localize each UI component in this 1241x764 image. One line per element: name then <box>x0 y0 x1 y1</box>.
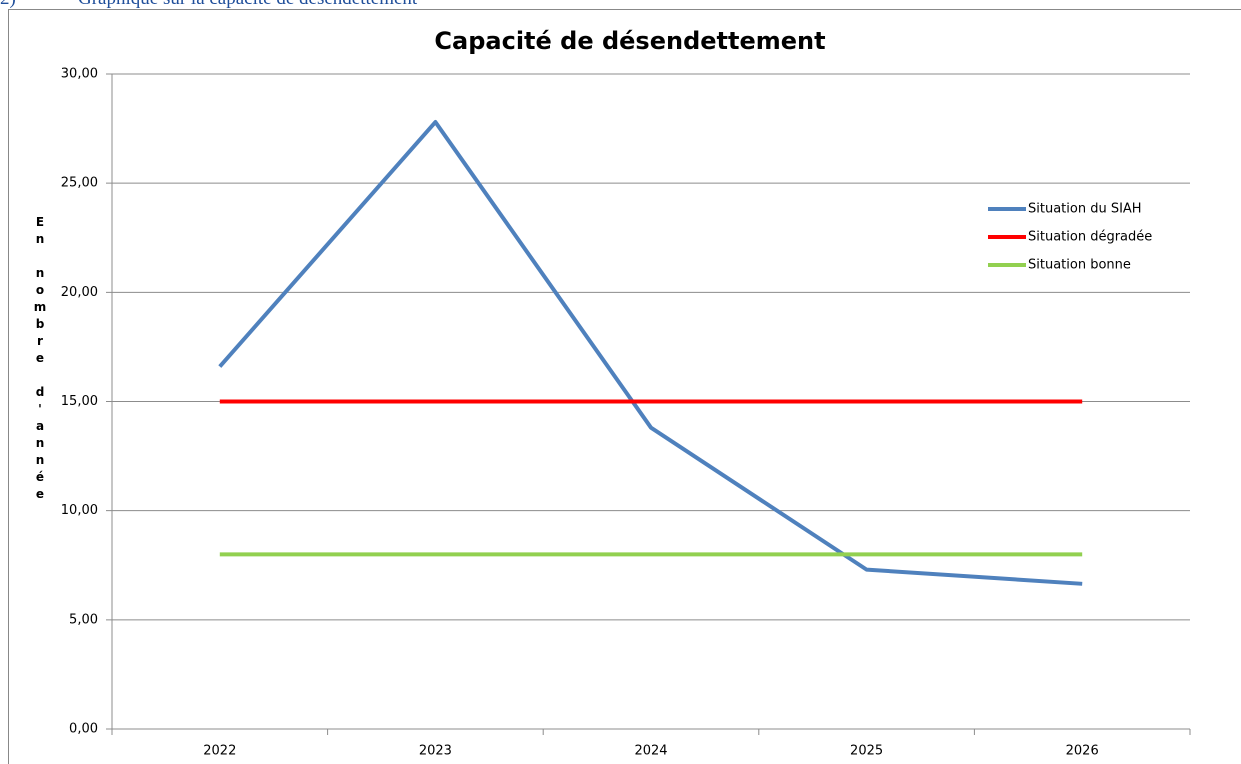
chart-frame <box>8 9 1241 764</box>
x-tick-label: 2025 <box>850 744 883 759</box>
heading-text: Graphique sur la capacité de désendettem… <box>78 0 418 9</box>
x-tick-label: 2023 <box>419 744 452 759</box>
legend-label: Situation bonne <box>1028 258 1131 273</box>
y-tick-label: 15,00 <box>61 394 98 409</box>
y-axis-label: En nombre d'année <box>33 215 47 504</box>
x-tick-label: 2022 <box>203 744 236 759</box>
y-tick-label: 0,00 <box>69 722 98 737</box>
y-tick-label: 30,00 <box>61 67 98 82</box>
heading-number: 2) <box>0 0 16 9</box>
legend-label: Situation dégradée <box>1028 230 1152 245</box>
series-line <box>218 120 1083 586</box>
legend-label: Situation du SIAH <box>1028 202 1142 217</box>
x-tick-label: 2026 <box>1066 744 1099 759</box>
y-tick-label: 20,00 <box>61 285 98 300</box>
x-tick-label: 2024 <box>634 744 667 759</box>
y-tick-label: 10,00 <box>61 503 98 518</box>
y-tick-label: 5,00 <box>69 612 98 627</box>
y-tick-label: 25,00 <box>61 176 98 191</box>
chart-title: Capacité de désendettement <box>434 27 825 55</box>
